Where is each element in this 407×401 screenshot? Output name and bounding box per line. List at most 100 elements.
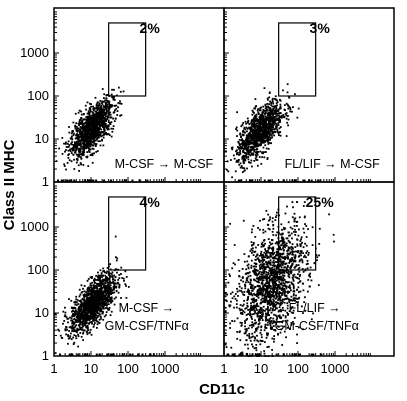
data-point	[88, 316, 91, 318]
data-point	[261, 141, 264, 144]
data-point	[71, 141, 73, 144]
data-point	[97, 104, 99, 107]
data-point	[95, 297, 98, 300]
data-point	[91, 307, 94, 310]
data-point	[69, 316, 71, 319]
data-point	[111, 289, 114, 291]
data-point	[278, 131, 281, 133]
data-point	[104, 285, 107, 287]
data-point	[263, 131, 266, 134]
data-point	[102, 123, 104, 126]
data-point	[244, 120, 247, 123]
data-point	[250, 121, 253, 124]
data-point	[77, 335, 80, 338]
data-point	[259, 339, 262, 342]
data-point	[99, 310, 102, 313]
data-point	[78, 139, 81, 142]
data-point	[296, 116, 299, 119]
data-point	[113, 291, 116, 294]
data-point	[257, 326, 260, 328]
data-point	[98, 134, 100, 137]
data-point	[253, 136, 255, 139]
data-point	[262, 218, 264, 221]
data-point	[65, 316, 68, 318]
data-point	[224, 284, 227, 287]
data-point	[90, 302, 93, 305]
data-point	[267, 273, 270, 275]
data-point	[293, 212, 296, 215]
data-point	[114, 109, 116, 112]
data-point	[245, 152, 248, 155]
data-point	[266, 116, 269, 119]
data-point	[104, 125, 107, 127]
data-point	[109, 280, 111, 283]
data-point	[236, 287, 238, 290]
data-point	[79, 293, 82, 296]
axis-floor-point	[146, 179, 149, 182]
data-point	[252, 301, 255, 304]
data-point	[73, 341, 76, 344]
data-point	[241, 138, 244, 141]
data-point	[123, 279, 125, 282]
data-point	[91, 135, 94, 138]
data-point	[113, 98, 116, 101]
data-point	[82, 309, 85, 312]
data-point	[300, 238, 302, 241]
data-point	[253, 119, 255, 122]
data-point	[79, 128, 82, 131]
data-point	[301, 267, 304, 270]
data-point	[261, 289, 264, 292]
data-point	[94, 312, 96, 315]
data-point	[105, 292, 108, 295]
data-point	[248, 308, 251, 311]
data-point	[80, 300, 83, 303]
data-point	[85, 155, 88, 158]
data-point	[254, 105, 257, 108]
data-point	[95, 110, 98, 113]
data-point	[111, 96, 114, 99]
data-point	[269, 133, 272, 136]
data-point	[103, 289, 106, 292]
data-point	[246, 130, 248, 133]
data-point	[271, 220, 274, 223]
data-point	[275, 292, 277, 295]
data-point	[263, 127, 266, 130]
data-point	[77, 316, 80, 319]
data-point	[255, 255, 257, 258]
data-point	[105, 293, 108, 296]
data-point	[87, 286, 90, 289]
data-point	[67, 156, 70, 159]
data-point	[86, 316, 89, 319]
data-point	[71, 319, 74, 322]
data-point	[80, 320, 82, 323]
data-point	[100, 301, 103, 304]
data-point	[249, 250, 252, 252]
data-point	[107, 283, 110, 286]
data-point	[269, 289, 272, 292]
data-point	[86, 308, 88, 310]
data-point	[86, 303, 89, 306]
data-point	[244, 332, 247, 335]
data-point	[92, 124, 95, 127]
data-point	[256, 130, 259, 132]
data-point	[95, 274, 97, 277]
data-point	[266, 102, 269, 105]
data-point	[318, 254, 320, 257]
data-point	[85, 298, 88, 300]
data-point	[286, 83, 289, 86]
data-point	[87, 301, 90, 304]
data-point	[279, 264, 282, 267]
data-point	[92, 125, 95, 128]
data-point	[87, 329, 90, 332]
data-point	[96, 107, 98, 110]
data-point	[277, 278, 280, 281]
data-point	[107, 101, 110, 104]
data-point	[102, 294, 105, 296]
data-point	[85, 116, 88, 119]
data-point	[256, 122, 259, 125]
data-point	[296, 244, 299, 247]
data-point	[247, 145, 250, 148]
data-point	[109, 291, 112, 294]
data-point	[94, 297, 97, 300]
data-point	[265, 125, 268, 127]
